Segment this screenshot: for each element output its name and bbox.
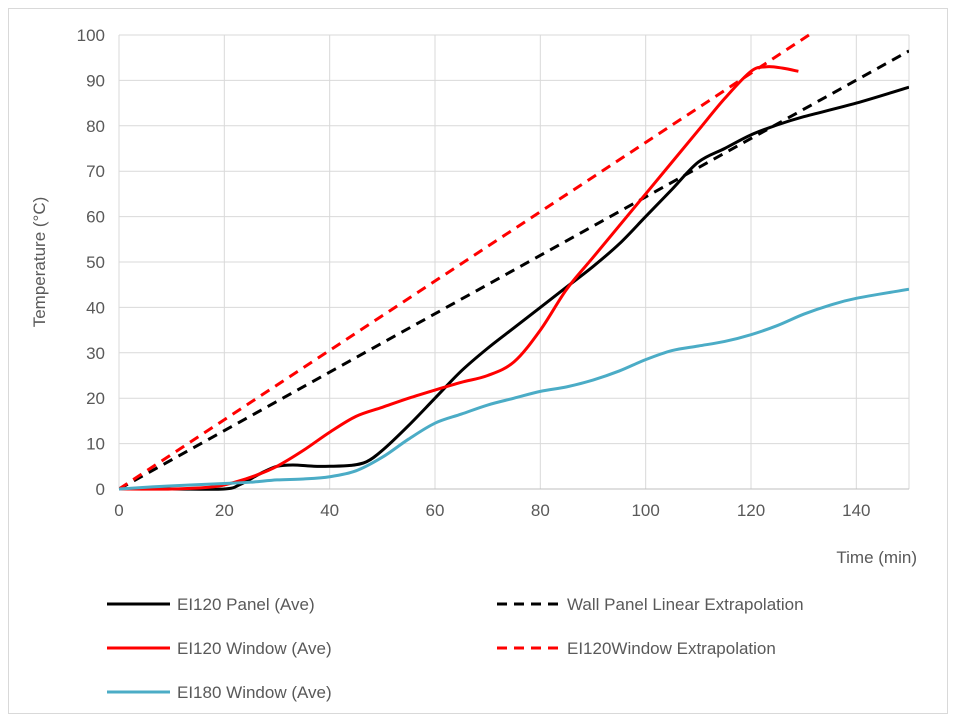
gridlines [118,34,910,490]
y-tick-label: 60 [86,208,105,227]
x-tick-label: 60 [426,501,445,520]
legend-label: EI180 Window (Ave) [177,683,332,702]
y-axis-title: Temperature (°C) [30,197,49,328]
x-tick-label: 20 [215,501,234,520]
legend-entry: EI180 Window (Ave) [107,683,332,702]
x-tick-label: 100 [631,501,659,520]
legend-label: EI120 Panel (Ave) [177,595,315,614]
legend-entry: EI120Window Extrapolation [497,639,776,658]
y-tick-label: 40 [86,298,105,317]
y-tick-label: 10 [86,435,105,454]
y-tick-label: 100 [77,26,105,45]
legend-label: Wall Panel Linear Extrapolation [567,595,804,614]
legend-entry: EI120 Panel (Ave) [107,595,315,614]
series-ei120-panel-ave-line [119,85,909,491]
y-tick-label: 20 [86,389,105,408]
x-axis-title: Time (min) [836,548,917,567]
series-ei120-window-ave-line [119,65,799,491]
y-tick-label: 0 [96,480,105,499]
y-tick-label: 30 [86,344,105,363]
y-tick-label: 70 [86,162,105,181]
series-ei180-window-ave-line [119,287,909,491]
series-ei120window-extrapolation-line [119,33,810,491]
legend: EI120 Panel (Ave) EI120 Window (Ave) EI180… [107,595,804,702]
x-tick-label: 140 [842,501,870,520]
tick-labels: 0 10 20 30 40 50 60 70 80 90 100 0 20 40 60 80 100 120 140 [77,26,871,520]
legend-label: EI120 Window (Ave) [177,639,332,658]
series-lines [119,33,909,491]
legend-label: EI120Window Extrapolation [567,639,776,658]
legend-entry: EI120 Window (Ave) [107,639,332,658]
y-tick-label: 90 [86,71,105,90]
series-wall-panel-linear-extrapolation-line [119,49,909,491]
x-tick-label: 0 [114,501,123,520]
x-tick-label: 120 [737,501,765,520]
legend-entry: Wall Panel Linear Extrapolation [497,595,804,614]
y-tick-label: 80 [86,117,105,136]
x-tick-label: 80 [531,501,550,520]
y-tick-label: 50 [86,253,105,272]
x-tick-label: 40 [320,501,339,520]
